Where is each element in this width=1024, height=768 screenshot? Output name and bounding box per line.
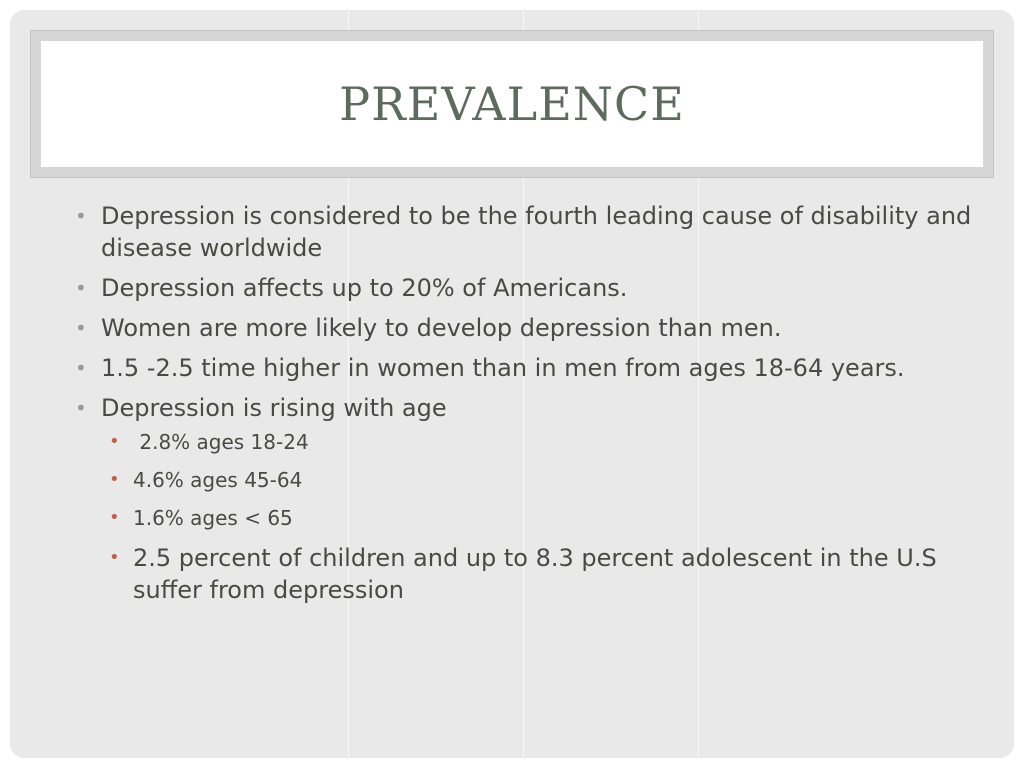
slide-content: Depression is considered to be the fourt… [72, 200, 972, 616]
sub-bullet-item: 1.6% ages < 65 [105, 504, 972, 532]
sub-bullet-item: 2.8% ages 18-24 [105, 428, 972, 456]
sub-bullet-item: 2.5 percent of children and up to 8.3 pe… [105, 542, 972, 606]
title-frame: PREVALENCE [30, 30, 994, 178]
bullet-list: Depression is considered to be the fourt… [72, 200, 972, 606]
slide-title: PREVALENCE [339, 77, 685, 131]
bullet-item: Depression is considered to be the fourt… [72, 200, 972, 264]
bullet-item: Depression affects up to 20% of American… [72, 272, 972, 304]
bullet-item: 1.5 -2.5 time higher in women than in me… [72, 352, 972, 384]
title-box: PREVALENCE [41, 41, 983, 167]
sub-bullet-item: 4.6% ages 45-64 [105, 466, 972, 494]
background-line [348, 10, 349, 758]
bullet-text: Depression is rising with age [101, 394, 447, 422]
background-line [523, 10, 524, 758]
background-line [698, 10, 699, 758]
bullet-item: Depression is rising with age 2.8% ages … [72, 392, 972, 606]
bullet-item: Women are more likely to develop depress… [72, 312, 972, 344]
sub-bullet-list: 2.8% ages 18-24 4.6% ages 45-64 1.6% age… [101, 428, 972, 606]
slide: PREVALENCE Depression is considered to b… [10, 10, 1014, 758]
